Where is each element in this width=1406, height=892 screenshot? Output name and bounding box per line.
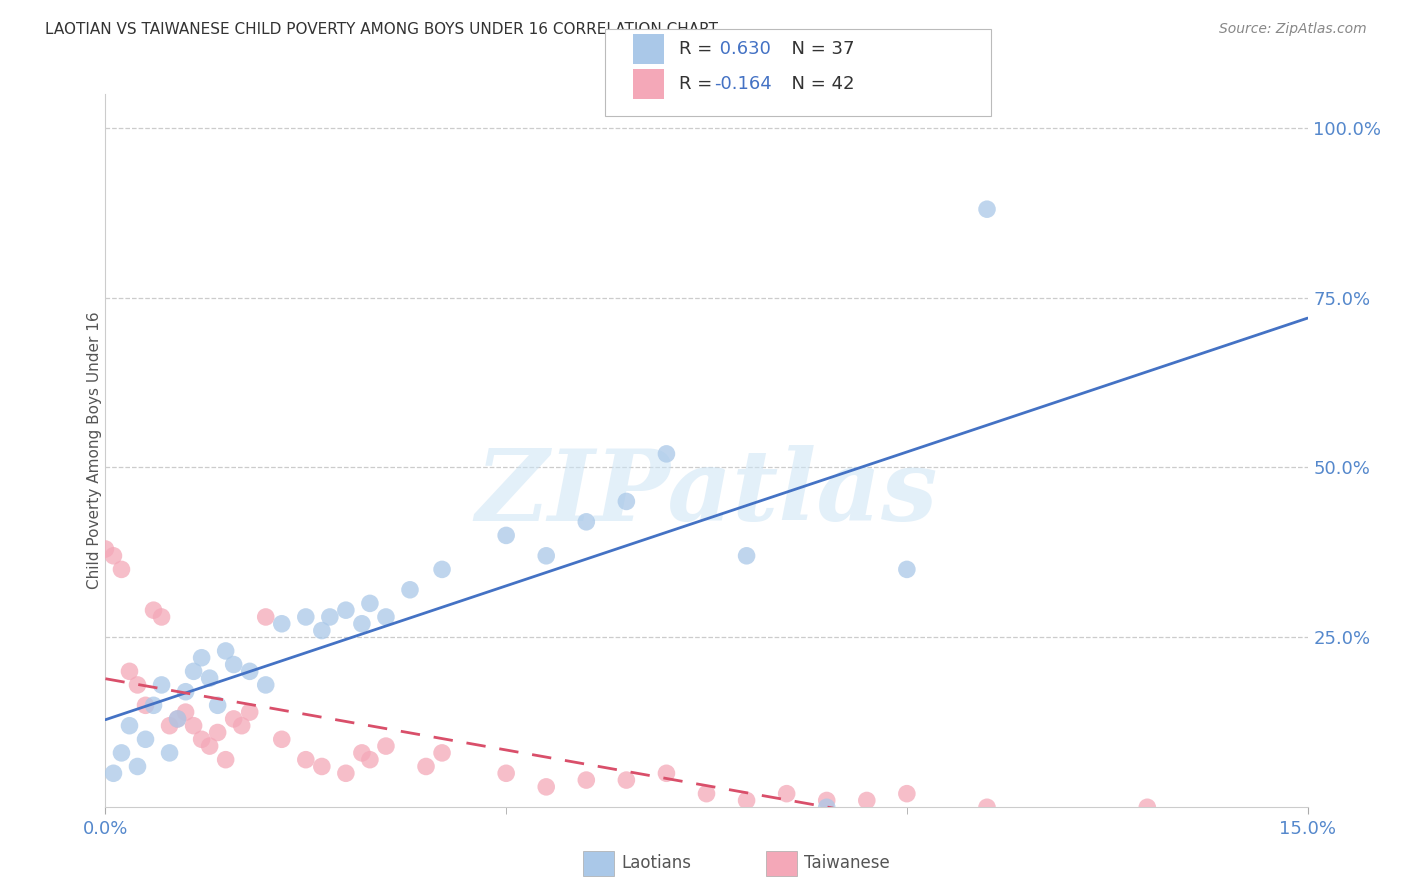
Text: N = 42: N = 42	[780, 75, 855, 93]
Point	[855, 793, 877, 807]
Point	[222, 712, 245, 726]
Point	[127, 678, 149, 692]
Point	[976, 800, 998, 814]
Point	[166, 712, 188, 726]
Point	[142, 698, 165, 713]
Point	[311, 759, 333, 773]
Point	[270, 732, 292, 747]
Text: -0.164: -0.164	[714, 75, 772, 93]
Point	[159, 719, 181, 733]
Point	[174, 705, 197, 719]
Point	[1136, 800, 1159, 814]
Point	[135, 732, 157, 747]
Point	[319, 610, 342, 624]
Text: LAOTIAN VS TAIWANESE CHILD POVERTY AMONG BOYS UNDER 16 CORRELATION CHART: LAOTIAN VS TAIWANESE CHILD POVERTY AMONG…	[45, 22, 718, 37]
Text: Taiwanese: Taiwanese	[804, 855, 890, 872]
Point	[214, 753, 236, 767]
Point	[359, 753, 381, 767]
Point	[896, 787, 918, 801]
Point	[374, 739, 398, 753]
Point	[183, 665, 205, 679]
Point	[159, 746, 181, 760]
Point	[350, 746, 373, 760]
Point	[103, 766, 125, 780]
Point	[696, 787, 718, 801]
Point	[350, 616, 373, 631]
Point	[495, 528, 517, 542]
Point	[430, 746, 453, 760]
Point	[655, 447, 678, 461]
Text: N = 37: N = 37	[780, 40, 855, 58]
Point	[616, 773, 638, 788]
Point	[295, 610, 318, 624]
Point	[207, 725, 229, 739]
Point	[166, 712, 188, 726]
Point	[254, 610, 277, 624]
Point	[118, 719, 141, 733]
Point	[190, 650, 212, 665]
Point	[198, 671, 221, 685]
Point	[335, 603, 357, 617]
Point	[976, 202, 998, 217]
Point	[127, 759, 149, 773]
Point	[207, 698, 229, 713]
Point	[575, 773, 598, 788]
Point	[110, 562, 132, 576]
Point	[142, 603, 165, 617]
Text: Source: ZipAtlas.com: Source: ZipAtlas.com	[1219, 22, 1367, 37]
Point	[295, 753, 318, 767]
Point	[150, 678, 173, 692]
Point	[735, 549, 758, 563]
Point	[776, 787, 799, 801]
Point	[118, 665, 141, 679]
Point	[254, 678, 277, 692]
Point	[270, 616, 292, 631]
Y-axis label: Child Poverty Among Boys Under 16: Child Poverty Among Boys Under 16	[87, 311, 101, 590]
Point	[190, 732, 212, 747]
Point	[896, 562, 918, 576]
Point	[735, 793, 758, 807]
Point	[231, 719, 253, 733]
Point	[239, 665, 262, 679]
Text: 0.630: 0.630	[714, 40, 770, 58]
Point	[239, 705, 262, 719]
Point	[415, 759, 437, 773]
Point	[214, 644, 236, 658]
Point	[150, 610, 173, 624]
Point	[94, 541, 117, 556]
Point	[311, 624, 333, 638]
Point	[359, 596, 381, 610]
Point	[110, 746, 132, 760]
Point	[399, 582, 422, 597]
Point	[430, 562, 453, 576]
Text: R =: R =	[679, 75, 718, 93]
Point	[616, 494, 638, 508]
Text: ZIPatlas: ZIPatlas	[475, 445, 938, 541]
Point	[534, 780, 557, 794]
Point	[495, 766, 517, 780]
Point	[815, 793, 838, 807]
Point	[103, 549, 125, 563]
Point	[575, 515, 598, 529]
Point	[198, 739, 221, 753]
Point	[222, 657, 245, 672]
Point	[815, 800, 838, 814]
Point	[335, 766, 357, 780]
Point	[174, 684, 197, 698]
Point	[135, 698, 157, 713]
Point	[534, 549, 557, 563]
Point	[183, 719, 205, 733]
Text: Laotians: Laotians	[621, 855, 692, 872]
Point	[374, 610, 398, 624]
Text: R =: R =	[679, 40, 718, 58]
Point	[655, 766, 678, 780]
